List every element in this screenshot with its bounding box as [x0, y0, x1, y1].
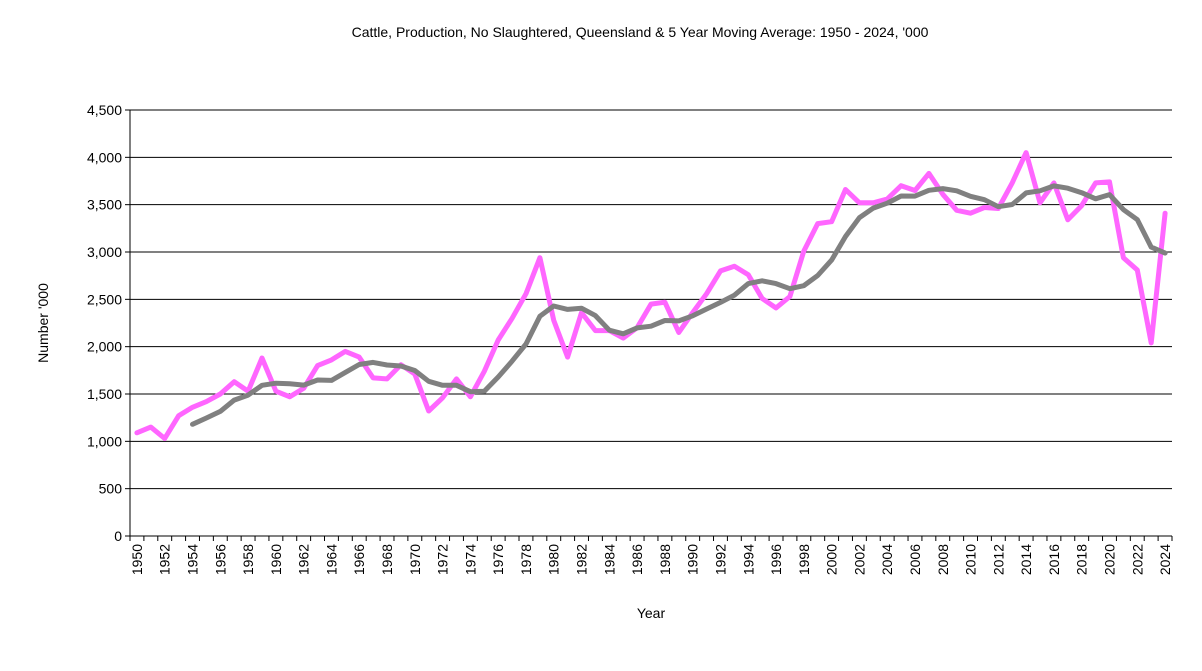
x-tick-label: 1954 — [185, 544, 201, 575]
x-tick-label: 1970 — [407, 544, 423, 575]
x-tick-label: 2008 — [935, 544, 951, 575]
x-tick-label: 1988 — [657, 544, 673, 575]
x-tick-label: 2006 — [907, 544, 923, 575]
x-tick-label: 1990 — [685, 544, 701, 575]
x-tick-label: 2020 — [1101, 544, 1117, 575]
y-tick-label: 3,000 — [87, 244, 122, 260]
x-tick-label: 1998 — [796, 544, 812, 575]
x-tick-label: 1982 — [574, 544, 590, 575]
x-tick-label: 1984 — [601, 544, 617, 575]
x-tick-label: 2010 — [963, 544, 979, 575]
y-tick-label: 2,000 — [87, 339, 122, 355]
x-tick-label: 2022 — [1129, 544, 1145, 575]
chart-title: Cattle, Production, No Slaughtered, Quee… — [352, 24, 929, 40]
y-tick-label: 1,000 — [87, 433, 122, 449]
annual-series-line — [137, 153, 1165, 439]
x-tick-label: 1962 — [296, 544, 312, 575]
x-tick-label: 1972 — [435, 544, 451, 575]
x-tick-label: 1978 — [518, 544, 534, 575]
x-tick-label: 2000 — [824, 544, 840, 575]
x-tick-label: 1960 — [268, 544, 284, 575]
y-tick-label: 2,500 — [87, 291, 122, 307]
x-tick-label: 1994 — [740, 544, 756, 575]
y-tick-label: 500 — [99, 481, 123, 497]
x-tick-label: 1968 — [379, 544, 395, 575]
x-tick-label: 1974 — [462, 544, 478, 575]
x-tick-label: 1986 — [629, 544, 645, 575]
x-tick-label: 2016 — [1046, 544, 1062, 575]
y-axis-label: Number '000 — [35, 283, 51, 363]
x-tick-label: 1950 — [129, 544, 145, 575]
x-tick-label: 1980 — [546, 544, 562, 575]
x-tick-label: 2004 — [879, 544, 895, 575]
x-tick-label: 1958 — [240, 544, 256, 575]
x-tick-label: 2002 — [851, 544, 867, 575]
y-tick-label: 4,500 — [87, 102, 122, 118]
x-tick-label: 2018 — [1074, 544, 1090, 575]
y-tick-label: 3,500 — [87, 197, 122, 213]
y-tick-label: 4,000 — [87, 149, 122, 165]
x-tick-label: 1952 — [157, 544, 173, 575]
x-tick-label: 2024 — [1157, 544, 1173, 575]
x-tick-label: 2012 — [990, 544, 1006, 575]
x-axis-label: Year — [637, 605, 666, 621]
x-tick-label: 1964 — [323, 544, 339, 575]
x-tick-label: 1992 — [712, 544, 728, 575]
x-tick-label: 1966 — [351, 544, 367, 575]
y-tick-label: 0 — [114, 528, 122, 544]
x-tick-label: 2014 — [1018, 544, 1034, 575]
x-tick-label: 1996 — [768, 544, 784, 575]
x-tick-label: 1956 — [212, 544, 228, 575]
y-tick-label: 1,500 — [87, 386, 122, 402]
x-tick-label: 1976 — [490, 544, 506, 575]
moving-average-line — [193, 186, 1166, 424]
